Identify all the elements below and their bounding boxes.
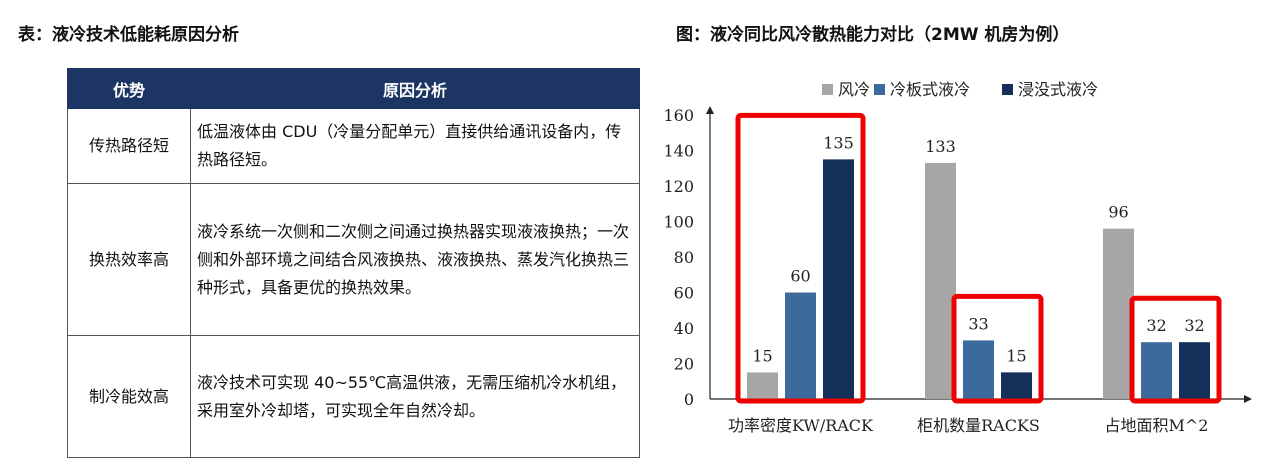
legend-label: 风冷 xyxy=(838,80,870,99)
bar xyxy=(925,162,956,399)
table-heading: 表：液冷技术低能耗原因分析 xyxy=(18,25,239,45)
bar xyxy=(1141,342,1172,399)
data-label: 33 xyxy=(968,314,988,333)
table-row: 传热路径短 低温液体由 CDU（冷量分配单元）直接供给通讯设备内，传热路径短。 xyxy=(67,108,640,184)
y-tick-label: 0 xyxy=(684,390,694,409)
header-reason: 原因分析 xyxy=(190,68,640,109)
y-tick-label: 160 xyxy=(663,106,694,125)
reason-cell: 低温液体由 CDU（冷量分配单元）直接供给通讯设备内，传热路径短。 xyxy=(190,108,640,184)
table-header-row: 优势 原因分析 xyxy=(67,68,640,109)
x-tick-label: 占地面积M^2 xyxy=(1105,416,1209,435)
bar xyxy=(823,159,854,399)
bar xyxy=(1103,228,1134,399)
advantage-cell: 制冷能效高 xyxy=(67,335,191,458)
bar xyxy=(1179,342,1210,399)
y-tick-label: 100 xyxy=(663,213,694,232)
data-label: 96 xyxy=(1108,203,1128,222)
x-tick-label: 柜机数量RACKS xyxy=(917,416,1040,435)
data-label: 32 xyxy=(1184,316,1204,335)
legend-swatch xyxy=(874,84,885,95)
highlight-box xyxy=(1129,295,1222,404)
legend-label: 冷板式液冷 xyxy=(890,80,970,99)
advantage-cell: 换热效率高 xyxy=(67,183,191,336)
legend-label: 浸没式液冷 xyxy=(1018,80,1098,99)
y-tick-label: 120 xyxy=(663,177,694,196)
data-label: 133 xyxy=(925,137,956,156)
advantage-cell: 传热路径短 xyxy=(67,108,191,184)
y-tick-label: 40 xyxy=(674,319,694,338)
data-label: 135 xyxy=(823,133,854,152)
reason-cell: 液冷技术可实现 40~55℃高温供液，无需压缩机冷水机组，采用室外冷却塔，可实现… xyxy=(190,335,640,458)
table-row: 制冷能效高 液冷技术可实现 40~55℃高温供液，无需压缩机冷水机组，采用室外冷… xyxy=(67,335,640,458)
legend-swatch xyxy=(1002,84,1013,95)
y-tick-label: 60 xyxy=(674,284,694,303)
x-tick-label: 功率密度KW/RACK xyxy=(728,416,874,435)
chart-heading: 图：液冷同比风冷散热能力对比（2MW 机房为例） xyxy=(676,25,1070,45)
bar xyxy=(747,372,778,399)
bar xyxy=(1001,372,1032,399)
y-tick-label: 140 xyxy=(663,142,694,161)
data-label: 60 xyxy=(790,267,810,286)
y-tick-label: 20 xyxy=(674,355,694,374)
highlight-box xyxy=(735,112,866,404)
highlight-box xyxy=(951,293,1044,404)
data-label: 15 xyxy=(752,346,772,365)
reason-table: 优势 原因分析 传热路径短 低温液体由 CDU（冷量分配单元）直接供给通讯设备内… xyxy=(67,68,640,458)
data-label: 15 xyxy=(1006,346,1026,365)
bar xyxy=(963,340,994,399)
header-advantage: 优势 xyxy=(67,68,191,109)
legend-swatch xyxy=(822,84,833,95)
table-row: 换热效率高 液冷系统一次侧和二次侧之间通过换热器实现液液换热；一次侧和外部环境之… xyxy=(67,183,640,336)
x-axis-arrow xyxy=(1244,395,1252,403)
reason-cell: 液冷系统一次侧和二次侧之间通过换热器实现液液换热；一次侧和外部环境之间结合风液换… xyxy=(190,183,640,336)
y-tick-label: 80 xyxy=(674,248,694,267)
y-axis-arrow xyxy=(706,106,714,114)
bar-chart: 风冷 冷板式液冷 浸没式液冷 0 20 40 60 80 100 120 140 160 15 60 135… xyxy=(663,80,1252,435)
bar xyxy=(785,292,816,399)
data-label: 32 xyxy=(1146,316,1166,335)
